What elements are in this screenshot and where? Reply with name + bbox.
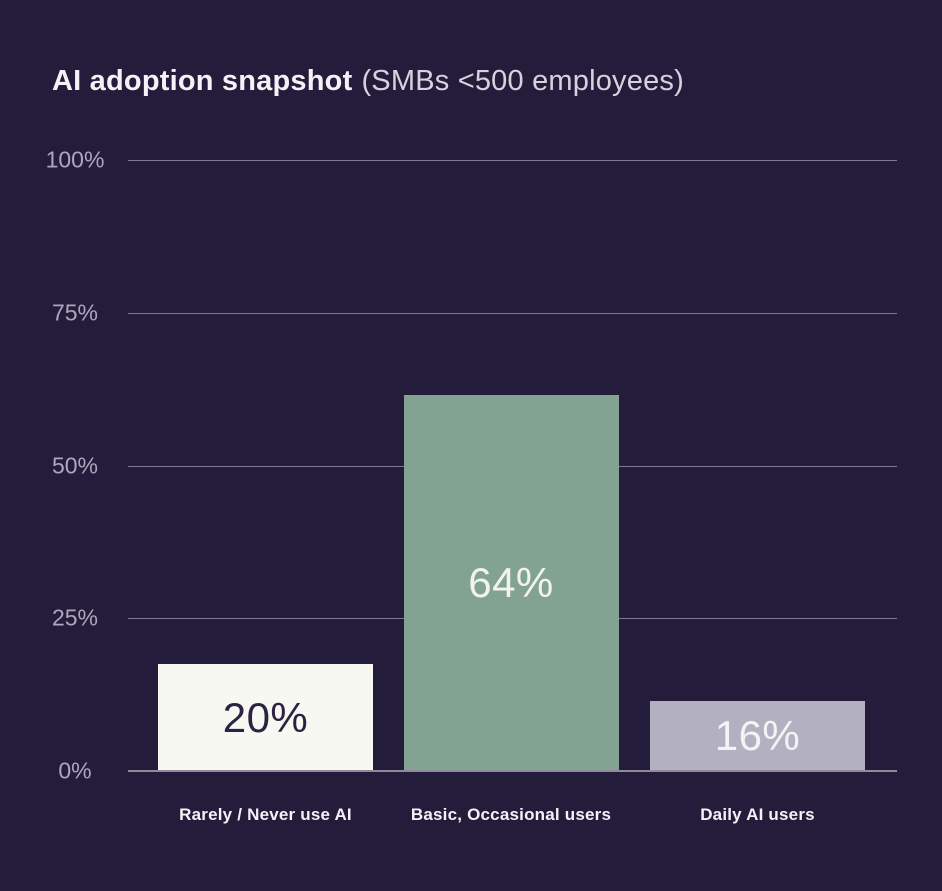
y-axis-tick-label: 100%	[45, 146, 105, 173]
y-axis-tick-label: 25%	[51, 604, 99, 631]
x-axis-category-label: Rarely / Never use AI	[179, 805, 352, 824]
x-axis-category-label: Basic, Occasional users	[410, 805, 612, 824]
chart-title-subtitle: (SMBs <500 employees)	[361, 65, 684, 97]
bar-2: 64%	[403, 395, 619, 771]
gridline-100	[128, 160, 897, 161]
bar-3: 16%	[650, 701, 865, 771]
bar-value-label: 20%	[222, 693, 309, 741]
bar-value-label: 16%	[714, 712, 801, 759]
bar-value-label: 64%	[468, 559, 554, 606]
x-axis-line	[128, 770, 897, 772]
bar-1: 20%	[158, 664, 373, 771]
x-axis-category-label: Daily AI users	[700, 805, 815, 824]
gridline-75	[128, 313, 897, 314]
y-axis-tick-label: 0%	[58, 757, 92, 784]
y-axis-tick-label: 75%	[51, 299, 99, 326]
chart-title: AI adoption snapshot (SMBs <500 employees…	[52, 64, 684, 98]
y-axis-tick-label: 50%	[51, 452, 99, 479]
chart-title-main: AI adoption snapshot	[52, 65, 353, 97]
